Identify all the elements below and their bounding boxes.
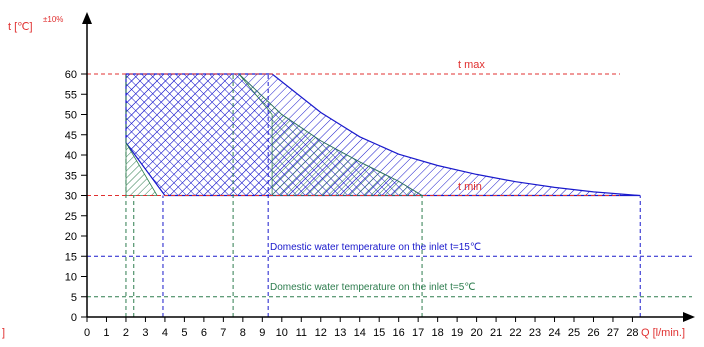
x-tick-label: 15 [373,327,385,339]
y-tick-label: 15 [65,251,77,263]
x-tick-label: 12 [315,327,327,339]
y-tick-label: 30 [65,191,77,203]
reference-label: t min [458,181,482,193]
y-tick-label: 20 [65,231,77,243]
y-tick-label: 10 [65,272,77,284]
x-tick-label: 14 [354,327,366,339]
y-tick-label: 55 [65,89,77,101]
reference-label: Domestic water temperature on the inlet … [270,282,476,293]
reference-label: Domestic water temperature on the inlet … [270,242,481,253]
y-tick-label: 50 [65,110,77,122]
x-tick-label: 28 [626,327,638,339]
x-tick-label: 11 [296,327,307,339]
reference-label: t max [458,59,485,71]
x-tick-label: 23 [529,327,541,339]
x-tick-label: 1 [103,327,109,339]
x-tick-label: 4 [162,327,168,339]
x-tick-label: 21 [490,327,502,339]
y-tick-label: 5 [71,292,77,304]
x-tick-label: 27 [607,327,619,339]
x-axis-arrow [683,312,695,322]
y-axis-arrow [82,12,92,24]
x-tick-label: 19 [451,327,463,339]
y-tick-label: 0 [71,312,77,324]
x-tick-label: 2 [123,327,129,339]
y-tick-label: 45 [65,130,77,142]
x-tick-label: 17 [412,327,424,339]
x-tick-label: 22 [509,327,521,339]
x-tick-label: 13 [334,327,346,339]
x-tick-label: 8 [240,327,246,339]
x-tick-label: 3 [142,327,148,339]
x-tick-label: 24 [548,327,560,339]
y-tick-label: 25 [65,211,77,223]
x-tick-label: 6 [201,327,207,339]
x-tick-label: 26 [587,327,599,339]
x-tick-label: 7 [220,327,226,339]
x-tick-label: 10 [276,327,288,339]
x-tick-label: 5 [181,327,187,339]
region-green [238,73,424,196]
y-tick-label: 60 [65,69,77,81]
x-tick-label: 16 [393,327,405,339]
y-tick-label: 40 [65,150,77,162]
x-tick-label: 0 [84,327,90,339]
x-axis-label: Q [l/min.] [641,327,685,339]
y-axis-label: t [℃] [8,21,33,33]
x-tick-label: 25 [568,327,580,339]
y-axis-tolerance: ±10% [43,15,63,24]
left-clipped-label: ] [2,327,5,339]
y-tick-label: 35 [65,170,77,182]
x-tick-label: 20 [470,327,482,339]
x-tick-label: 9 [259,327,265,339]
x-tick-label: 18 [432,327,444,339]
